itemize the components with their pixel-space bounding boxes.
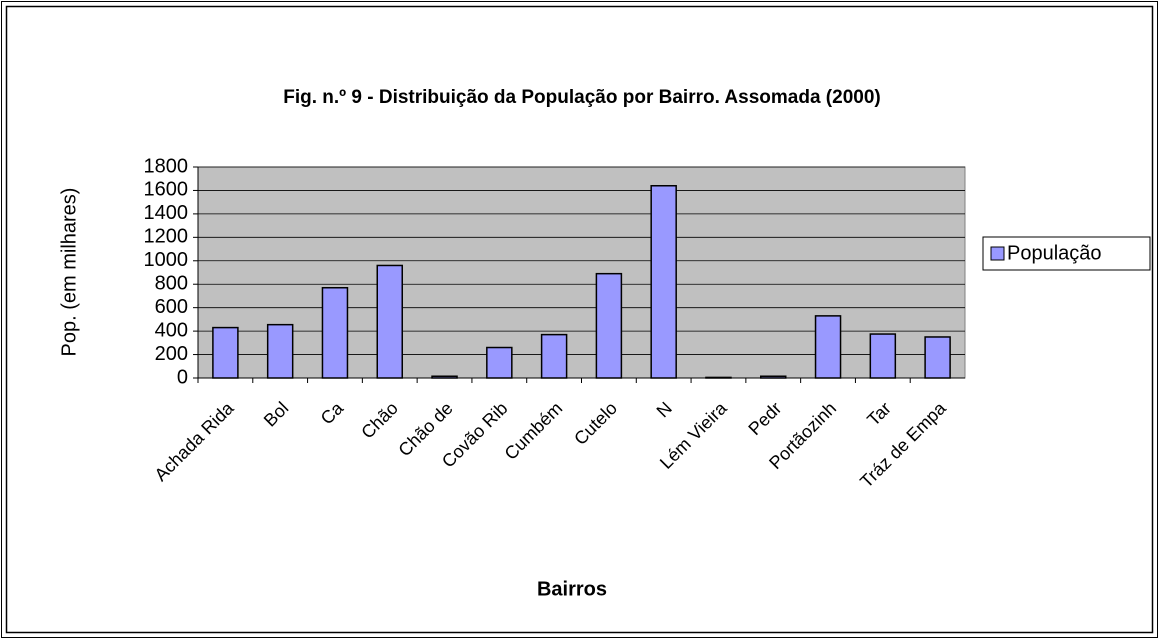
bar <box>321 286 349 379</box>
y-tick-label: 400 <box>155 319 188 341</box>
bar <box>760 375 787 379</box>
bar <box>924 336 951 379</box>
y-tick-label: 1000 <box>144 249 189 271</box>
x-axis-label: Bairros <box>537 578 607 600</box>
bar <box>486 346 513 379</box>
chart-title: Fig. n.º 9 - Distribuição da População p… <box>283 87 880 108</box>
y-tick-label: 800 <box>155 273 188 295</box>
bar <box>540 333 568 379</box>
legend <box>982 236 1151 271</box>
y-tick-label: 200 <box>155 343 188 365</box>
y-axis-label: Pop. (em milhares) <box>58 188 80 357</box>
bar <box>814 315 842 379</box>
y-tick-label: 600 <box>155 296 188 318</box>
legend-label: População <box>1007 242 1102 264</box>
y-tick-label: 1600 <box>144 179 189 201</box>
bar <box>376 264 403 379</box>
bar <box>869 333 897 379</box>
legend-swatch <box>990 246 1005 261</box>
bar <box>266 323 294 379</box>
bar <box>705 376 732 379</box>
bar <box>431 375 458 379</box>
y-tick-label: 0 <box>177 366 188 388</box>
y-tick-label: 1800 <box>144 155 189 177</box>
bar <box>650 185 677 379</box>
bar <box>595 272 623 379</box>
bar <box>212 326 239 379</box>
plot-area <box>197 166 966 379</box>
y-tick-label: 1200 <box>144 226 189 248</box>
y-tick-label: 1400 <box>144 202 189 224</box>
